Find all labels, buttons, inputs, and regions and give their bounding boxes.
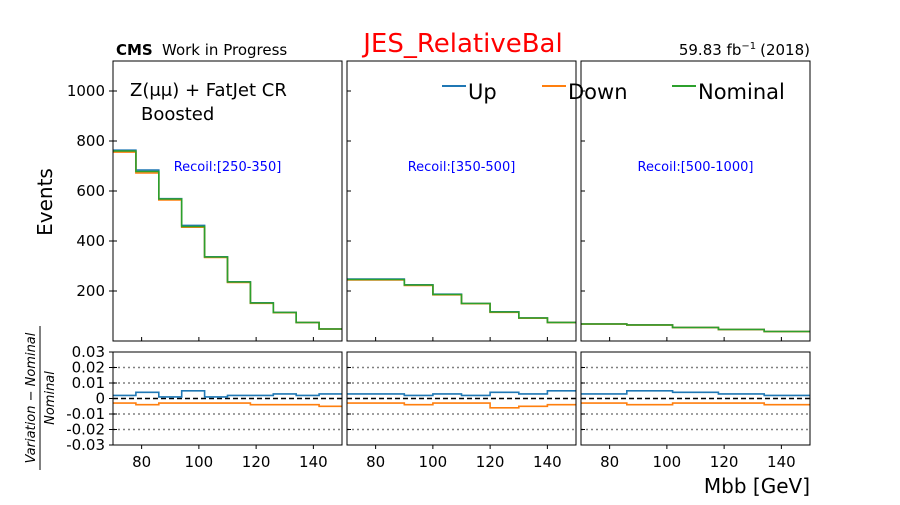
x-tick-label: 120 (242, 453, 271, 471)
series-down-line (113, 151, 342, 330)
series-nominal-line (581, 323, 810, 333)
ratio-down-line (581, 402, 810, 406)
panel-1: Recoil:[250-350] 80 100 120 140 200 400 600 800 1… (66, 60, 343, 471)
y-tick-label: 600 (76, 182, 105, 200)
x-tick-label: 100 (419, 453, 448, 471)
ratio-up-line (347, 390, 576, 397)
x-tick-label: 140 (533, 453, 562, 471)
chart-title: JES_RelativeBal (361, 29, 562, 59)
ratio-y-tick-label: -0.01 (66, 405, 105, 423)
y-tick-label: 400 (76, 232, 105, 250)
ratio-ylabel-denominator: Nominal (43, 371, 58, 425)
ratio-down-line (347, 402, 576, 409)
panels: Recoil:[250-350]80 100 120 1402004006008001… (66, 60, 811, 471)
region-label-line1: Z(μμ) + FatJet CR (130, 80, 287, 101)
ratio-y-tick-label: -0.02 (66, 421, 105, 439)
x-tick-label: 80 (600, 453, 619, 471)
x-tick-label: 80 (132, 453, 151, 471)
x-tick-label: 120 (476, 453, 505, 471)
x-tick-label: 120 (710, 453, 739, 471)
x-tick-label: 100 (653, 453, 682, 471)
series-nominal-line (347, 278, 576, 324)
x-tick-label: 80 (366, 453, 385, 471)
x-tick-label: 100 (185, 453, 214, 471)
legend: Up Down Nominal (442, 80, 785, 104)
ratio-up-line (581, 390, 810, 397)
legend-label-up: Up (468, 80, 497, 104)
x-tick-label: 140 (767, 453, 796, 471)
lumi-year: (2018) (760, 41, 810, 59)
ratio-down-line (113, 402, 342, 408)
y-tick-label: 800 (76, 132, 105, 150)
x-tick-label: 140 (299, 453, 328, 471)
ratio-y-tick-label: 0 (95, 390, 105, 408)
top-frame (112, 60, 343, 342)
series-up-line (113, 149, 342, 330)
ratio-y-axis-title: Variation − Nominal Nominal (24, 326, 58, 470)
ratio-ylabel-numerator: Variation − Nominal (24, 332, 39, 463)
lumi-value: 59.83 fb (679, 41, 742, 59)
ratio-y-tick-label: 0.03 (72, 343, 105, 361)
top-frame (346, 60, 577, 342)
recoil-label: Recoil:[500-1000] (638, 160, 754, 175)
lumi-label: 59.83 fb−1 (2018) (679, 41, 810, 59)
y-tick-label: 200 (76, 282, 105, 300)
x-axis-title: Mbb [GeV] (704, 474, 810, 498)
lumi-exponent: −1 (741, 41, 756, 52)
y-tick-label: 1000 (67, 82, 105, 100)
panel-2: Recoil:[350-500] 80 100 120 140 (346, 60, 577, 471)
top-frame (580, 60, 811, 342)
recoil-label: Recoil:[250-350] (174, 160, 282, 175)
cms-sublabel: Work in Progress (162, 41, 287, 59)
cms-label: CMS (116, 41, 153, 59)
panel-3: Recoil:[500-1000] 80 100 120 140 (580, 60, 811, 471)
legend-label-nominal: Nominal (698, 80, 785, 104)
series-nominal-line (113, 150, 342, 330)
y-axis-title: Events (33, 168, 57, 236)
ratio-y-tick-label: 0.02 (72, 359, 105, 377)
ratio-up-line (113, 390, 342, 398)
ratio-y-tick-label: -0.03 (66, 436, 105, 454)
region-label-line2: Boosted (141, 104, 214, 125)
recoil-label: Recoil:[350-500] (408, 160, 516, 175)
ratio-y-tick-label: 0.01 (72, 374, 105, 392)
legend-label-down: Down (568, 80, 628, 104)
